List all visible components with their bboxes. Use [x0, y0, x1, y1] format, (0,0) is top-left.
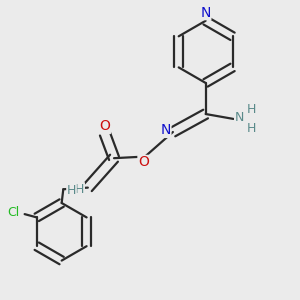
Text: H: H — [75, 183, 84, 196]
Text: H: H — [247, 103, 256, 116]
Text: H: H — [67, 184, 76, 197]
Text: N: N — [235, 111, 244, 124]
Text: N: N — [200, 6, 211, 20]
Text: H: H — [247, 122, 256, 135]
Text: Cl: Cl — [8, 206, 20, 219]
Text: N: N — [160, 123, 171, 137]
Text: O: O — [138, 155, 149, 170]
Text: O: O — [99, 119, 110, 134]
